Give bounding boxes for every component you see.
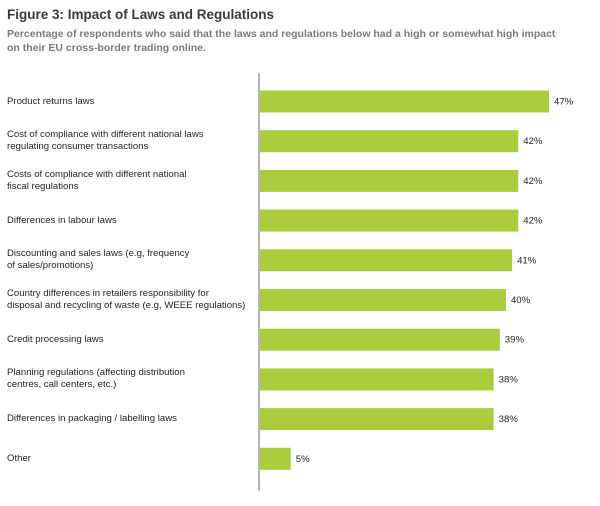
- value-label-2: 42%: [523, 176, 543, 187]
- category-label-line: disposal and recycling of waste (e.g, WE…: [7, 300, 246, 311]
- value-label-3: 42%: [523, 216, 543, 227]
- bar-4: [260, 249, 513, 272]
- bar-8: [260, 408, 494, 431]
- bar-0: [260, 90, 549, 113]
- value-label-7: 38%: [499, 374, 519, 385]
- category-label-line: Costs of compliance with different natio…: [7, 168, 187, 180]
- value-label-9: 5%: [296, 454, 310, 465]
- category-label-6: Credit processing laws: [7, 334, 257, 346]
- category-label-line: Discounting and sales laws (e.g, frequen…: [7, 248, 190, 260]
- category-label-3: Differences in labour laws: [7, 215, 257, 227]
- bar-7: [260, 368, 494, 391]
- value-label-5: 40%: [511, 295, 531, 306]
- category-label-line: Credit processing laws: [7, 333, 104, 345]
- category-label-7: Planning regulations (affecting distribu…: [7, 367, 257, 391]
- category-label-line: Planning regulations (affecting distribu…: [7, 367, 185, 379]
- category-label-5: Country differences in retailers respons…: [7, 288, 257, 312]
- figure-subtitle: Percentage of respondents who said that …: [7, 28, 556, 54]
- bar-5: [260, 289, 506, 311]
- category-label-line: Product returns laws: [7, 95, 95, 107]
- figure-title: Figure 3: Impact of Laws and Regulations: [7, 7, 275, 22]
- category-label-line: Differences in labour laws: [7, 214, 117, 226]
- category-label-line: centres, call centers, etc.): [7, 379, 117, 391]
- category-label-9: Other: [7, 453, 257, 465]
- category-label-2: Costs of compliance with different natio…: [7, 169, 257, 193]
- category-label-4: Discounting and sales laws (e.g, frequen…: [7, 248, 257, 272]
- category-label-line: of sales/promotions): [7, 260, 94, 272]
- category-label-line: Cost of compliance with different nation…: [7, 129, 204, 141]
- value-label-8: 38%: [499, 414, 519, 425]
- value-label-1: 42%: [523, 136, 543, 147]
- value-label-0: 47%: [554, 97, 574, 108]
- category-label-0: Product returns laws: [7, 96, 257, 108]
- category-label-line: fiscal regulations: [7, 180, 79, 192]
- bar-1: [260, 130, 519, 153]
- category-label-line: regulating consumer transactions: [7, 141, 149, 153]
- category-label-line: Differences in packaging / labelling law…: [7, 413, 177, 425]
- bar-2: [260, 169, 519, 192]
- bar-9: [260, 447, 291, 470]
- category-label-8: Differences in packaging / labelling law…: [7, 413, 257, 425]
- value-label-6: 39%: [505, 335, 525, 346]
- category-label-line: Other: [7, 452, 31, 464]
- bar-3: [260, 209, 519, 232]
- bar-6: [260, 328, 500, 351]
- category-label-line: Country differences in retailers respons…: [7, 288, 209, 299]
- value-label-4: 41%: [517, 255, 537, 266]
- category-label-1: Cost of compliance with different nation…: [7, 129, 257, 153]
